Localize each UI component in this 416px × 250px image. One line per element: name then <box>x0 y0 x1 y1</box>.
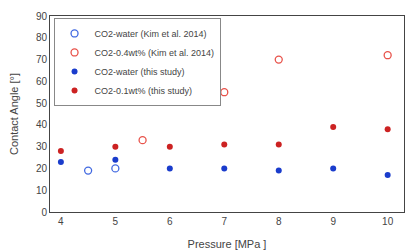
svg-text:0: 0 <box>41 207 47 218</box>
svg-text:50: 50 <box>36 98 48 109</box>
svg-text:10: 10 <box>36 185 48 196</box>
svg-text:Pressure [MPa ]: Pressure [MPa ] <box>188 238 267 250</box>
svg-text:8: 8 <box>276 216 282 227</box>
svg-text:90: 90 <box>36 11 48 22</box>
svg-text:60: 60 <box>36 76 48 87</box>
svg-text:7: 7 <box>221 216 227 227</box>
svg-text:9: 9 <box>330 216 336 227</box>
svg-text:40: 40 <box>36 119 48 130</box>
svg-text:CO2-water (Kim et al. 2014): CO2-water (Kim et al. 2014) <box>95 29 207 39</box>
svg-text:20: 20 <box>36 163 48 174</box>
svg-text:30: 30 <box>36 141 48 152</box>
svg-text:70: 70 <box>36 54 48 65</box>
svg-text:10: 10 <box>382 216 394 227</box>
svg-text:CO2-0.4wt% (Kim et al. 2014): CO2-0.4wt% (Kim et al. 2014) <box>95 48 215 58</box>
svg-text:6: 6 <box>167 216 173 227</box>
svg-text:CO2-0.1wt% (this study): CO2-0.1wt% (this study) <box>95 86 193 96</box>
svg-text:4: 4 <box>58 216 64 227</box>
svg-text:80: 80 <box>36 32 48 43</box>
svg-text:Contact Angle [°]: Contact Angle [°] <box>8 73 20 155</box>
svg-text:CO2-water (this study): CO2-water (this study) <box>95 67 185 77</box>
svg-text:5: 5 <box>113 216 119 227</box>
